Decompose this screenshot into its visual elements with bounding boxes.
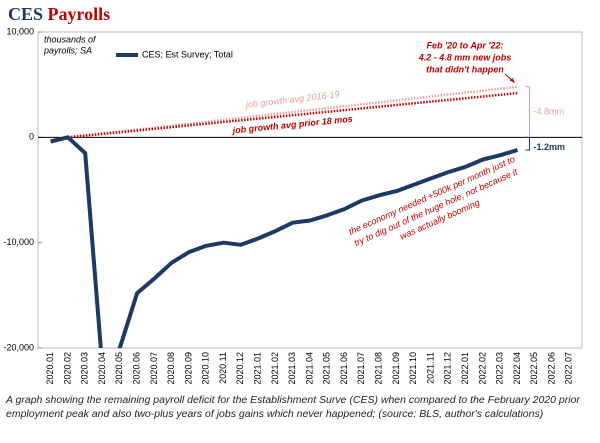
x-tick-label: 2020.12	[235, 352, 245, 385]
x-tick-label: 2022.06	[546, 352, 556, 385]
x-tick-label: 2020.01	[45, 352, 55, 385]
x-tick-label: 2021.04	[304, 352, 314, 385]
caption: A graph showing the remaining payroll de…	[6, 394, 580, 420]
legend-label: CES; Est Survey; Total	[142, 49, 233, 59]
trend-label: job growth avg prior 18 mos	[231, 114, 353, 136]
annotation: 4.2 - 4.8 mm new jobs	[418, 52, 512, 62]
x-tick-label: 2021.02	[270, 352, 280, 385]
title-part: CES	[8, 4, 43, 24]
chart-title: CES Payrolls	[8, 4, 110, 24]
y-label: payrolls; SA	[43, 45, 92, 55]
y-tick-label: 0	[29, 132, 34, 142]
x-tick-label: 2022.05	[529, 352, 539, 385]
annotation: that didn't happen	[426, 64, 504, 74]
y-tick-label: 10,000	[6, 26, 34, 36]
bracket	[525, 136, 530, 151]
x-tick-label: 2021.09	[391, 352, 401, 385]
x-tick-label: 2021.10	[408, 352, 418, 385]
x-tick-label: 2021.05	[322, 352, 332, 385]
x-tick-label: 2020.04	[97, 352, 107, 385]
x-tick-label: 2020.02	[62, 352, 72, 385]
x-tick-label: 2020.10	[201, 352, 211, 385]
x-tick-label: 2021.03	[287, 352, 297, 385]
x-tick-label: 2021.06	[339, 352, 349, 385]
x-tick-label: 2020.07	[149, 352, 159, 385]
y-tick-label: -20,000	[3, 342, 34, 352]
x-tick-label: 2021.07	[356, 352, 366, 385]
annotation-arrow	[509, 77, 516, 84]
bracket	[525, 86, 530, 138]
x-tick-label: 2022.07	[564, 352, 574, 385]
gap-label: -1.2mm	[533, 142, 565, 152]
y-tick-label: -10,000	[3, 237, 34, 247]
x-tick-label: 2020.06	[131, 352, 141, 385]
y-label: thousands of	[44, 34, 97, 44]
data-line	[50, 135, 519, 348]
x-tick-label: 2020.08	[166, 352, 176, 385]
trend-line	[67, 91, 518, 139]
gap-label: -4.8mm	[533, 106, 564, 116]
annotation-arrow	[504, 73, 515, 83]
x-tick-label: 2021.12	[443, 352, 453, 385]
x-tick-label: 2020.05	[114, 352, 124, 385]
title-part: Payrolls	[48, 4, 111, 24]
trend-label: job growth avg 2016-19	[244, 89, 340, 110]
x-tick-label: 2021.01	[253, 352, 263, 385]
x-tick-label: 2022.01	[460, 352, 470, 385]
x-tick-label: 2022.04	[512, 352, 522, 385]
x-tick-label: 2021.08	[374, 352, 384, 385]
plot-area	[50, 85, 519, 348]
chart: CES Payrolls thousands of payrolls; SA C…	[3, 4, 583, 385]
x-tick-label: 2022.03	[495, 352, 505, 385]
x-tick-label: 2020.03	[80, 352, 90, 385]
x-tick-label: 2022.02	[477, 352, 487, 385]
x-tick-label: 2021.11	[425, 352, 435, 384]
plot-frame	[37, 31, 583, 349]
x-tick-label: 2020.09	[183, 352, 193, 385]
x-tick-label: 2020.11	[218, 352, 228, 384]
annotation: Feb '20 to Apr '22:	[427, 40, 504, 50]
annotation: try to dig out of the huge hole, not bec…	[353, 167, 520, 249]
